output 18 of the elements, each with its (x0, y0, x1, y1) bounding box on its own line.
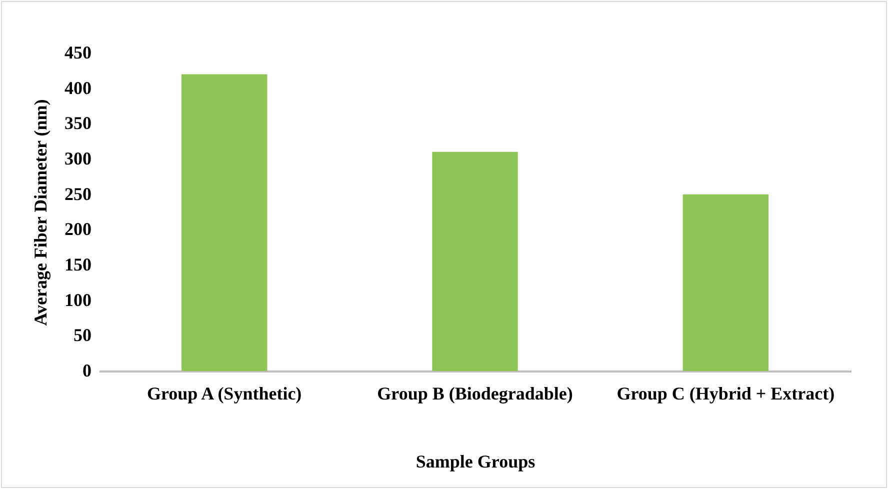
y-tick-label: 50 (74, 325, 92, 346)
y-tick-label: 100 (64, 290, 92, 310)
y-tick-label: 450 (64, 42, 92, 62)
y-axis-title: Average Fiber Diameter (nm) (30, 99, 50, 326)
bar (432, 152, 518, 371)
x-axis-title: Sample Groups (416, 452, 536, 472)
y-tick-label: 350 (64, 113, 92, 134)
x-tick-label: Group A (Synthetic) (146, 384, 302, 404)
y-tick-label: 250 (64, 184, 92, 204)
y-tick-label: 0 (82, 360, 92, 380)
x-tick-label: Group C (Hybrid + Extract) (616, 384, 835, 404)
y-tick-label: 200 (64, 219, 92, 240)
bar (181, 74, 268, 371)
y-tick-label: 150 (64, 254, 92, 274)
y-tick-label: 300 (64, 148, 92, 168)
x-tick-label: Group B (Biodegradable) (377, 384, 573, 404)
y-tick-label: 400 (64, 78, 92, 98)
bar (682, 194, 769, 371)
